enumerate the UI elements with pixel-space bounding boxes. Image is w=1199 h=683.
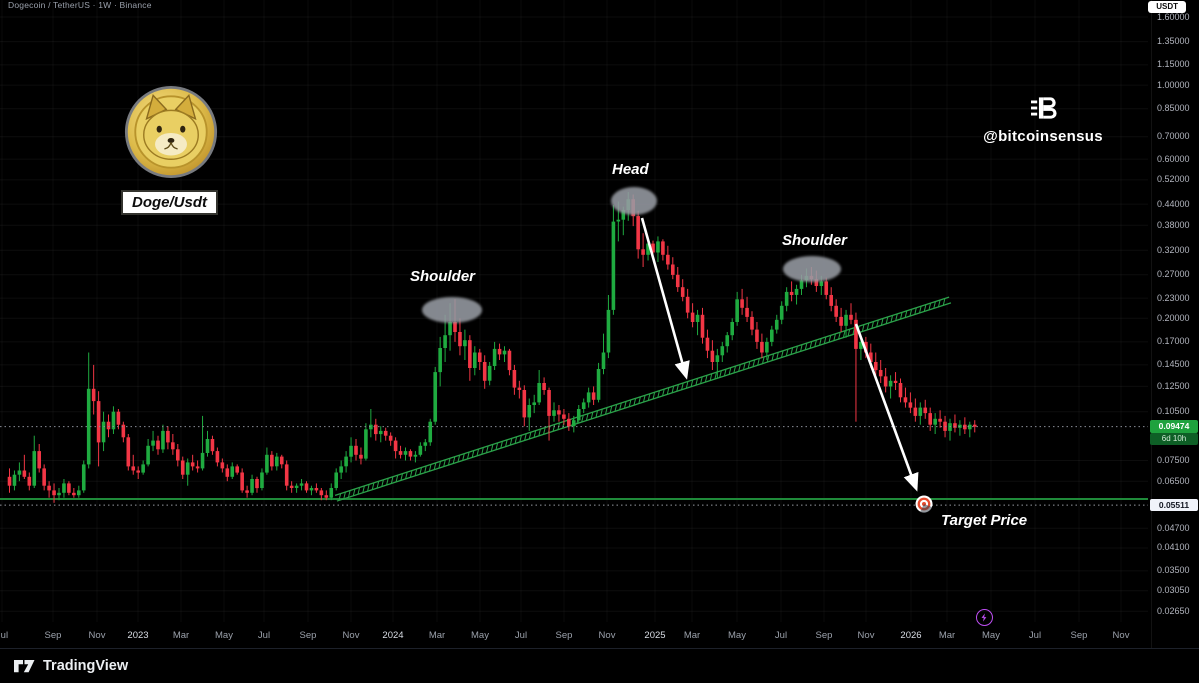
- time-axis-month-label: May: [982, 630, 1000, 641]
- time-axis-month-label: Mar: [683, 630, 701, 641]
- time-axis-month-label: May: [728, 630, 746, 641]
- price-axis-label: 0.44000: [1157, 198, 1190, 209]
- time-axis-month-label: Nov: [342, 630, 360, 641]
- time-axis-month-label: Sep: [44, 630, 62, 641]
- time-axis-month-label: Sep: [299, 630, 317, 641]
- time-axis-month-label: Jul: [1028, 630, 1042, 641]
- price-axis-label: 1.15000: [1157, 59, 1190, 70]
- price-axis-label: 0.60000: [1157, 153, 1190, 164]
- price-axis-label: 0.23000: [1157, 292, 1190, 303]
- time-axis-month-label: Nov: [88, 630, 106, 641]
- time-axis-month-label: Nov: [1112, 630, 1130, 641]
- price-axis-label: 0.27000: [1157, 269, 1190, 280]
- time-axis-month-label: May: [471, 630, 489, 641]
- current-price-badge: 0.09474: [1150, 420, 1198, 433]
- price-axis-label: 0.04100: [1157, 542, 1190, 553]
- bitcoinsensus-logo-icon: [1031, 97, 1061, 124]
- tradingview-logo-icon[interactable]: [14, 658, 36, 674]
- footer-bar: TradingView: [0, 648, 1199, 683]
- price-axis-label: 1.60000: [1157, 11, 1190, 22]
- price-axis-label: 0.17000: [1157, 336, 1190, 347]
- label-head: Head: [612, 161, 649, 178]
- time-axis-month-label: Jul: [774, 630, 788, 641]
- time-axis-month-label: Sep: [1070, 630, 1088, 641]
- time-axis-month-label: Nov: [598, 630, 616, 641]
- time-axis-month-label: Sep: [815, 630, 833, 641]
- time-axis-month-label: Mar: [172, 630, 190, 641]
- price-axis-label: 0.32000: [1157, 244, 1190, 255]
- time-axis-month-label: Jul: [514, 630, 528, 641]
- price-axis[interactable]: 1.60000 1.35000 1.15000 1.00000 0.85000 0.700…: [1151, 0, 1199, 648]
- time-axis-month-label: Jul: [257, 630, 271, 641]
- price-axis-label: 0.06500: [1157, 475, 1190, 486]
- tradingview-brand-text[interactable]: TradingView: [43, 658, 129, 674]
- price-axis-label: 0.70000: [1157, 131, 1190, 142]
- symbol-title: Dogecoin / TetherUS · 1W · Binance: [8, 0, 152, 10]
- price-axis-label: 0.02650: [1157, 605, 1190, 616]
- time-axis[interactable]: Jul Sep Nov 2023 Mar May Jul Sep Nov 2024 Mar May Ju…: [0, 622, 1148, 648]
- price-axis-label: 1.00000: [1157, 79, 1190, 90]
- time-axis-month-label: Sep: [555, 630, 573, 641]
- price-axis-label: 0.38000: [1157, 219, 1190, 230]
- target-price-badge: 0.05511: [1150, 498, 1198, 512]
- label-target-price: Target Price: [941, 512, 1028, 529]
- price-axis-label: 0.10500: [1157, 406, 1190, 417]
- time-axis-month-label: Nov: [857, 630, 875, 641]
- time-axis-month-label: Mar: [938, 630, 956, 641]
- price-axis-label: 0.85000: [1157, 103, 1190, 114]
- price-axis-label: 0.14500: [1157, 359, 1190, 370]
- time-axis-month-label: Jul: [0, 630, 9, 641]
- brand-handle: @bitcoinsensus: [983, 128, 1103, 145]
- candle-countdown-badge: 6d 10h: [1150, 432, 1198, 445]
- price-axis-label: 0.03050: [1157, 585, 1190, 596]
- time-axis-year-label: 2025: [644, 630, 666, 641]
- quick-action-bolt-icon[interactable]: [976, 609, 993, 626]
- pair-label: Doge/Usdt: [121, 190, 218, 215]
- currency-toggle-button[interactable]: USDT: [1148, 1, 1186, 13]
- time-axis-year-label: 2024: [382, 630, 404, 641]
- price-axis-label: 0.12500: [1157, 380, 1190, 391]
- price-axis-label: 0.04700: [1157, 522, 1190, 533]
- time-axis-year-label: 2023: [127, 630, 149, 641]
- price-axis-label: 1.35000: [1157, 36, 1190, 47]
- label-right-shoulder: Shoulder: [782, 232, 848, 249]
- label-left-shoulder: Shoulder: [410, 268, 476, 285]
- price-axis-label: 0.52000: [1157, 174, 1190, 185]
- dogecoin-logo: [124, 85, 218, 179]
- price-axis-label: 0.03500: [1157, 565, 1190, 576]
- time-axis-month-label: May: [215, 630, 233, 641]
- time-axis-year-label: 2026: [900, 630, 922, 641]
- price-axis-label: 0.07500: [1157, 454, 1190, 465]
- price-axis-label: 0.20000: [1157, 312, 1190, 323]
- time-axis-month-label: Mar: [428, 630, 446, 641]
